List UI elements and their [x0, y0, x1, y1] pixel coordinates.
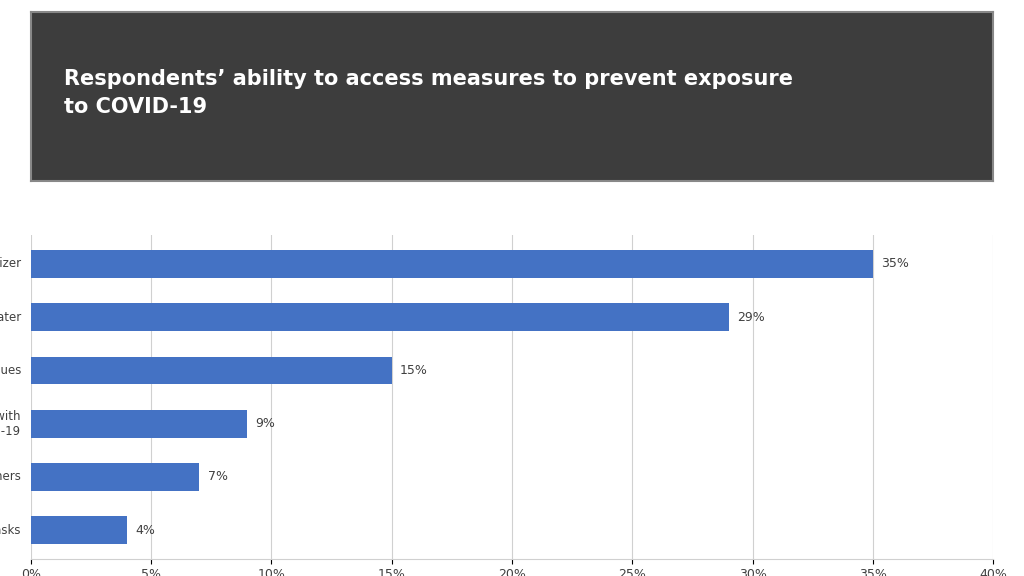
Bar [31, 410, 248, 438]
Text: 9%: 9% [256, 417, 275, 430]
Bar [31, 304, 729, 331]
Bar [31, 463, 199, 491]
Text: 29%: 29% [737, 310, 765, 324]
Bar [31, 357, 391, 384]
Text: 15%: 15% [400, 364, 428, 377]
Bar [31, 516, 127, 544]
Text: 35%: 35% [882, 257, 909, 271]
Text: 4%: 4% [135, 524, 156, 537]
Text: 7%: 7% [208, 471, 227, 483]
Text: Respondents’ ability to access measures to prevent exposure
to COVID-19: Respondents’ ability to access measures … [65, 69, 794, 116]
Bar [31, 250, 872, 278]
